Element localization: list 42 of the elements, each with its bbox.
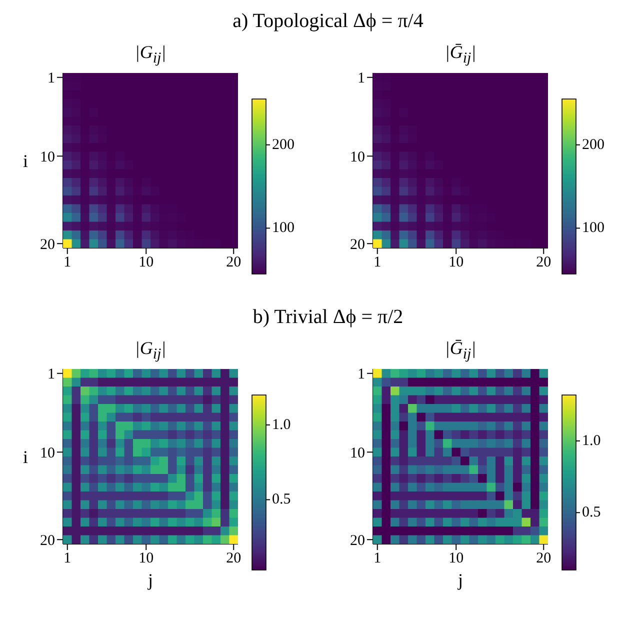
y-tick-label: 20 [350,532,365,549]
y-tick-label: 10 [40,445,55,462]
x-tick-label: 20 [536,254,552,271]
x-tick-label: 1 [374,254,382,271]
x-axis-title: j [146,570,154,590]
chart-title: |G$_{ij}$| [134,42,168,68]
color-bar-label: 200 [582,136,604,153]
x-tick-label: 20 [536,550,552,567]
y-tick-label: 20 [40,532,55,549]
chart-title: |G$_{ij}$| [134,338,168,364]
x-tick-label: 10 [138,550,154,567]
chart-title: |Ḡ$_{ij}$| [444,338,478,364]
color-bar-label: 100 [582,220,604,236]
x-axis-title: j [456,570,464,590]
x-tick-label: 20 [226,550,242,567]
y-tick-label: 20 [350,236,365,253]
x-tick-label: 10 [138,254,154,271]
color-bar-label: 200 [272,136,294,153]
x-tick-label: 10 [448,550,464,567]
x-tick-label: 1 [64,254,72,271]
x-tick-label: 1 [64,550,72,567]
chart-title: |Ḡ$_{ij}$| [444,42,478,68]
y-tick-label: 20 [40,236,55,253]
y-tick-label: 10 [350,445,365,462]
y-axis-title: i [23,150,28,171]
x-tick-label: 10 [448,254,464,271]
text: a) Topological Δϕ = π/4 [232,10,424,33]
color-bar-label: 0.5 [582,504,601,521]
color-bar-label: 0.5 [272,492,291,508]
y-tick-label: 1 [358,366,365,383]
color-bar-label: 100 [272,220,294,236]
x-tick-label: 1 [374,550,382,567]
text: b) Trivial Δϕ = π/2 [252,306,404,329]
color-bar-label: 1.0 [272,416,291,433]
y-axis-title: i [23,446,28,467]
y-tick-label: 1 [358,70,365,87]
x-tick-label: 20 [226,254,242,271]
y-tick-label: 1 [48,366,55,383]
color-bar-label: 1.0 [582,432,601,449]
y-tick-label: 10 [40,149,55,166]
y-tick-label: 1 [48,70,55,87]
y-tick-label: 10 [350,149,365,166]
